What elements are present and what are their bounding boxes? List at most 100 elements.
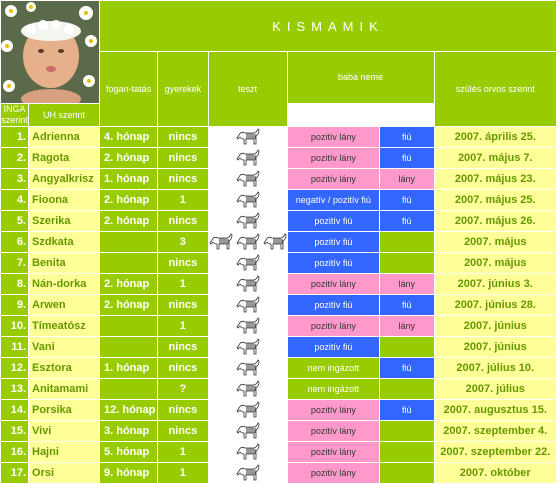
table-row: 4. Fioona 2. hónap 1 negatív / pozitív fiú fi… [1, 190, 556, 210]
member-name: Porsika [29, 400, 99, 420]
teszt-cell [208, 442, 287, 462]
table-row: 15. Vivi 3. hónap nincs pozitív lány 2007. sz… [1, 421, 556, 441]
row-number: 4. [1, 190, 28, 210]
uh-cell: fiú [380, 211, 434, 231]
table-row: 3. Angyalkrisz 1. hónap nincs pozitív lány lá… [1, 169, 556, 189]
szules-cell: 2007. szeptember 4. [434, 421, 556, 441]
member-name: Hajni [29, 442, 99, 462]
foganatas-cell [100, 253, 158, 273]
foganatas-cell: 3. hónap [100, 421, 158, 441]
szules-cell: 2007. szeptember 22. [434, 442, 556, 462]
header-baba-neme: baba neme [287, 52, 434, 103]
teszt-cell [208, 169, 287, 189]
szules-cell: 2007. május [434, 253, 556, 273]
zebra-icon [236, 358, 259, 375]
member-name: Benita [29, 253, 99, 273]
teszt-cell [208, 127, 287, 147]
foganatas-cell: 9. hónap [100, 463, 158, 483]
header-teszt: teszt [208, 52, 287, 126]
row-number: 11. [1, 337, 28, 357]
zebra-icon [236, 295, 259, 312]
gyerekek-cell: nincs [158, 358, 208, 378]
row-number: 16. [1, 442, 28, 462]
inga-cell: pozitív lány [287, 127, 380, 147]
uh-cell [380, 442, 434, 462]
row-number: 1. [1, 127, 28, 147]
row-number: 8. [1, 274, 28, 294]
table-row: 16. Hajni 5. hónap 1 pozitív lány 2007. szept… [1, 442, 556, 462]
member-name: Angyalkrisz [29, 169, 99, 189]
gyerekek-cell: ? [158, 379, 208, 399]
foganatas-cell: 2. hónap [100, 148, 158, 168]
member-name: Fioona [29, 190, 99, 210]
inga-cell: pozitív lány [287, 421, 380, 441]
gyerekek-cell: nincs [158, 253, 208, 273]
teszt-cell [208, 400, 287, 420]
inga-cell: pozitív lány [287, 442, 380, 462]
zebra-icon [209, 232, 232, 249]
row-number: 6. [1, 232, 28, 252]
foganatas-cell: 1. hónap [100, 358, 158, 378]
table-row: 11. Vani nincs pozitív fiú 2007. június [1, 337, 556, 357]
member-name: Szdkata [29, 232, 99, 252]
uh-cell: lány [380, 316, 434, 336]
szules-cell: 2007. május 25. [434, 190, 556, 210]
foganatas-cell [100, 316, 158, 336]
szules-cell: 2007. május 7. [434, 148, 556, 168]
zebra-icon [236, 442, 259, 459]
table-row: 17. Orsi 9. hónap 1 pozitív lány 2007. októbe… [1, 463, 556, 483]
foganatas-cell: 5. hónap [100, 442, 158, 462]
table-row: 1. Adrienna 4. hónap nincs pozitív lány fiú 20… [1, 127, 556, 147]
foganatas-cell [100, 379, 158, 399]
member-name: Arwen [29, 295, 99, 315]
table-row: 10. Tímeatósz 1 pozitív lány lány 2007. júniu… [1, 316, 556, 336]
zebra-icon [236, 148, 259, 165]
member-name: Tímeatósz [29, 316, 99, 336]
uh-cell [380, 337, 434, 357]
gyerekek-cell: nincs [158, 400, 208, 420]
szules-cell: 2007. július [434, 379, 556, 399]
foganatas-cell: 2. hónap [100, 274, 158, 294]
zebra-icon [236, 337, 259, 354]
uh-cell [380, 421, 434, 441]
uh-cell: fiú [380, 358, 434, 378]
header-uh: UH szerint [29, 104, 99, 126]
gyerekek-cell: nincs [158, 337, 208, 357]
member-name: Vivi [29, 421, 99, 441]
szules-cell: 2007. június [434, 337, 556, 357]
inga-cell: nem ingázott [287, 379, 380, 399]
teszt-cell [208, 358, 287, 378]
foganatas-cell: 2. hónap [100, 190, 158, 210]
row-number: 2. [1, 148, 28, 168]
table-row: 7. Benita nincs pozitív fiú 2007. május [1, 253, 556, 273]
zebra-icon [236, 463, 259, 480]
gyerekek-cell: nincs [158, 421, 208, 441]
uh-cell [380, 379, 434, 399]
row-number: 9. [1, 295, 28, 315]
zebra-icon [236, 232, 259, 249]
inga-cell: pozitív fiú [287, 211, 380, 231]
table-row: 5. Szerika 2. hónap nincs pozitív fiú fiú 2007… [1, 211, 556, 231]
zebra-icon [236, 253, 259, 270]
teszt-cell [208, 211, 287, 231]
gyerekek-cell: nincs [158, 169, 208, 189]
table-row: 8. Nán-dorka 2. hónap 1 pozitív lány lány 2007… [1, 274, 556, 294]
uh-cell: lány [380, 274, 434, 294]
zebra-icon [236, 421, 259, 438]
inga-cell: nem ingázott [287, 358, 380, 378]
table-row: 14. Porsika 12. hónap nincs pozitív lány fiú 2… [1, 400, 556, 420]
table-row: 9. Arwen 2. hónap nincs pozitív fiú fiú 2007. … [1, 295, 556, 315]
foganatas-cell: 1. hónap [100, 169, 158, 189]
gyerekek-cell: 1 [158, 442, 208, 462]
uh-cell [380, 253, 434, 273]
gyerekek-cell: 3 [158, 232, 208, 252]
teszt-cell [208, 295, 287, 315]
inga-cell: pozitív lány [287, 274, 380, 294]
member-name: Adrienna [29, 127, 99, 147]
gyerekek-cell: nincs [158, 211, 208, 231]
foganatas-cell: 4. hónap [100, 127, 158, 147]
table-body: 1. Adrienna 4. hónap nincs pozitív lány fiú 20… [1, 127, 556, 483]
zebra-icon [263, 232, 286, 249]
zebra-icon [236, 169, 259, 186]
szules-cell: 2007. május 26. [434, 211, 556, 231]
